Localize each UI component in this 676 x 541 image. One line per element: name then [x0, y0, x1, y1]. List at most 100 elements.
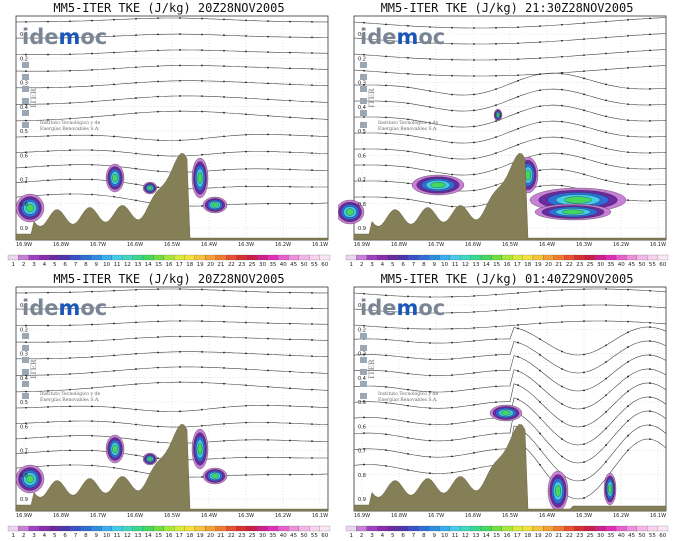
contour-marker	[311, 20, 313, 23]
colorbar-swatch	[7, 254, 19, 261]
iter-bar	[360, 122, 367, 128]
colorbar-label: 25	[587, 262, 594, 268]
contour-marker	[113, 289, 115, 292]
tke-region	[25, 203, 35, 213]
x-tick-label: 16.4W	[539, 242, 555, 248]
contour-marker	[583, 93, 585, 96]
contour-marker	[135, 321, 137, 324]
contour-marker	[495, 58, 497, 61]
contour-marker	[495, 152, 497, 155]
contour-line	[353, 354, 667, 392]
contour-marker	[135, 152, 137, 155]
colorbar-swatch	[226, 254, 237, 261]
colorbar-label: 50	[301, 533, 308, 539]
contour-marker	[429, 154, 431, 156]
contour-marker	[289, 387, 291, 390]
contour-marker	[47, 150, 49, 152]
contour-marker	[451, 125, 453, 128]
contour-marker	[311, 117, 313, 120]
contour-marker	[135, 337, 137, 340]
contour-marker	[25, 151, 27, 154]
colorbar-label: 19	[535, 262, 542, 268]
contour-marker	[473, 327, 475, 329]
contour-marker	[157, 33, 159, 36]
colorbar-label: 15	[493, 262, 500, 268]
x-tick-label: 16.6W	[127, 242, 143, 248]
colorbar-label: 17	[176, 262, 183, 268]
x-tick-label: 16.7W	[90, 513, 106, 519]
colorbar-swatch	[90, 525, 102, 532]
colorbar-label: 22	[228, 262, 235, 268]
contour-marker	[385, 180, 387, 183]
iter-text: ITER	[367, 359, 376, 379]
colorbar-swatch	[626, 254, 637, 261]
contour-marker	[267, 421, 269, 424]
contour-marker	[583, 371, 585, 374]
contour-marker	[289, 83, 291, 86]
colorbar-label: 45	[628, 533, 635, 539]
contour-marker	[245, 65, 247, 68]
y-tick-label: 0.6	[20, 424, 28, 430]
contour-marker	[385, 354, 387, 357]
colorbar-label: 40	[618, 262, 625, 268]
contour-marker	[429, 439, 431, 442]
colorbar-swatch	[28, 525, 40, 532]
contour-marker	[201, 205, 203, 207]
colorbar-swatch	[80, 254, 92, 261]
logo-text: idemoc	[360, 25, 445, 49]
colorbar-label: 10	[103, 533, 110, 539]
contour-marker	[47, 374, 49, 376]
colorbar: 1 2 3 4 5 6 7 8 9 10 11 12 13 14 15 16 17 18 19 20 21 22 23 25 3…	[7, 525, 331, 539]
y-tick-label: 0.8	[358, 473, 366, 479]
contour-marker	[385, 164, 387, 167]
contour-marker	[157, 410, 159, 413]
colorbar-swatch	[215, 525, 227, 532]
contour-marker	[157, 95, 159, 98]
contour-marker	[135, 408, 137, 411]
contour-marker	[47, 164, 49, 167]
colorbar-label: 14	[483, 533, 490, 539]
contour-marker	[47, 341, 49, 344]
y-tick-label: 0.5	[20, 129, 28, 135]
contour-marker	[311, 371, 313, 374]
tke-region	[345, 208, 355, 216]
colorbar-swatch	[636, 525, 648, 532]
colorbar-swatch	[408, 525, 419, 532]
contour-marker	[157, 441, 159, 444]
contour-marker	[495, 104, 497, 107]
colorbar-swatch	[80, 525, 92, 532]
x-tick-label: 16.8W	[53, 242, 69, 248]
contour-marker	[451, 327, 453, 330]
contour-marker	[517, 79, 519, 82]
x-tick-label: 16.9W	[354, 513, 370, 519]
contour-marker	[245, 168, 247, 170]
contour-marker	[179, 139, 181, 142]
colorbar-label: 18	[186, 533, 193, 539]
x-tick-label: 16.2W	[613, 513, 629, 519]
colorbar-label: 11	[114, 533, 121, 539]
contour-marker	[135, 137, 137, 140]
contour-marker	[267, 369, 269, 372]
contour-marker	[91, 52, 93, 55]
contour-marker	[91, 339, 93, 342]
contour-marker	[649, 65, 651, 68]
contour-marker	[311, 440, 313, 443]
contour-marker	[25, 308, 27, 311]
colorbar-label: 35	[607, 533, 614, 539]
contour-marker	[311, 84, 313, 87]
contour-marker	[201, 49, 203, 52]
colorbar-swatch	[491, 254, 502, 261]
contour-marker	[539, 306, 541, 309]
contour-marker	[179, 64, 181, 67]
x-tick-label: 16.8W	[391, 513, 407, 519]
colorbar-label: 60	[321, 262, 328, 268]
contour-marker	[25, 119, 27, 122]
contour-marker	[267, 168, 269, 170]
contour-line	[354, 72, 667, 96]
contour-marker	[289, 151, 291, 154]
y-tick-label: 0.8	[358, 202, 366, 208]
colorbar-swatch	[18, 525, 29, 532]
